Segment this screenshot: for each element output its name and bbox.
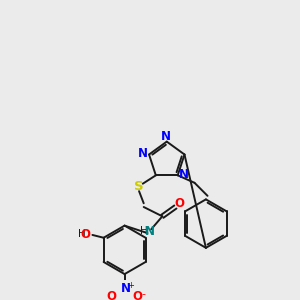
Text: O: O [133, 290, 142, 300]
Text: +: + [127, 281, 134, 290]
Text: O: O [174, 197, 184, 210]
Text: O: O [106, 290, 116, 300]
Text: N: N [179, 168, 189, 181]
Text: N: N [137, 147, 148, 160]
Text: H: H [78, 229, 86, 239]
Text: O: O [81, 227, 91, 241]
Text: N: N [145, 225, 155, 238]
Text: N: N [161, 130, 171, 142]
Text: S: S [134, 180, 144, 193]
Text: H: H [140, 226, 148, 236]
Text: N: N [121, 283, 130, 296]
Text: -: - [141, 289, 145, 298]
